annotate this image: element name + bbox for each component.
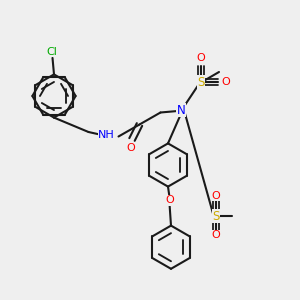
Text: O: O — [212, 230, 220, 241]
Text: O: O — [196, 53, 206, 64]
Text: Cl: Cl — [46, 47, 57, 57]
Text: S: S — [197, 76, 205, 89]
Text: O: O — [221, 77, 230, 88]
Text: S: S — [212, 209, 220, 223]
Text: NH: NH — [98, 130, 115, 140]
Text: O: O — [127, 143, 136, 153]
Text: O: O — [165, 195, 174, 205]
Text: N: N — [176, 103, 185, 117]
Text: O: O — [212, 190, 220, 201]
